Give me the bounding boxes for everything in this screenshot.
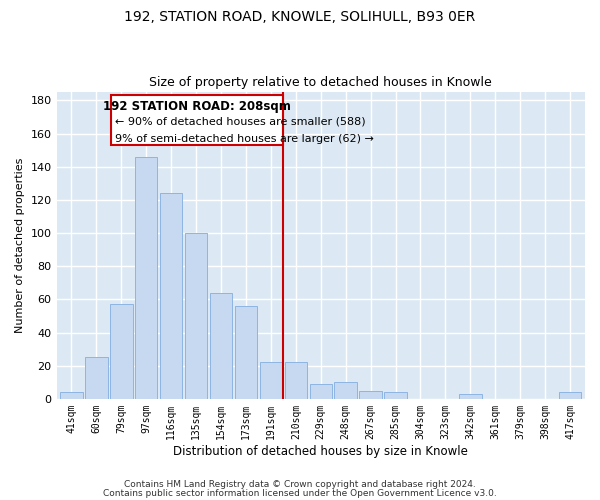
Bar xyxy=(459,394,482,399)
Bar xyxy=(185,233,208,399)
FancyBboxPatch shape xyxy=(112,96,283,145)
Bar xyxy=(235,306,257,399)
Bar xyxy=(60,392,83,399)
Text: Contains HM Land Registry data © Crown copyright and database right 2024.: Contains HM Land Registry data © Crown c… xyxy=(124,480,476,489)
X-axis label: Distribution of detached houses by size in Knowle: Distribution of detached houses by size … xyxy=(173,444,468,458)
Bar xyxy=(284,362,307,399)
Bar xyxy=(210,292,232,399)
Bar xyxy=(260,362,282,399)
Text: 9% of semi-detached houses are larger (62) →: 9% of semi-detached houses are larger (6… xyxy=(115,134,374,143)
Bar xyxy=(334,382,357,399)
Title: Size of property relative to detached houses in Knowle: Size of property relative to detached ho… xyxy=(149,76,492,90)
Y-axis label: Number of detached properties: Number of detached properties xyxy=(15,158,25,333)
Bar xyxy=(559,392,581,399)
Text: 192, STATION ROAD, KNOWLE, SOLIHULL, B93 0ER: 192, STATION ROAD, KNOWLE, SOLIHULL, B93… xyxy=(124,10,476,24)
Text: ← 90% of detached houses are smaller (588): ← 90% of detached houses are smaller (58… xyxy=(115,117,366,127)
Bar xyxy=(310,384,332,399)
Bar xyxy=(85,358,107,399)
Bar xyxy=(110,304,133,399)
Bar xyxy=(160,193,182,399)
Bar xyxy=(385,392,407,399)
Bar xyxy=(135,156,157,399)
Text: 192 STATION ROAD: 208sqm: 192 STATION ROAD: 208sqm xyxy=(103,100,292,114)
Bar xyxy=(359,390,382,399)
Text: Contains public sector information licensed under the Open Government Licence v3: Contains public sector information licen… xyxy=(103,488,497,498)
